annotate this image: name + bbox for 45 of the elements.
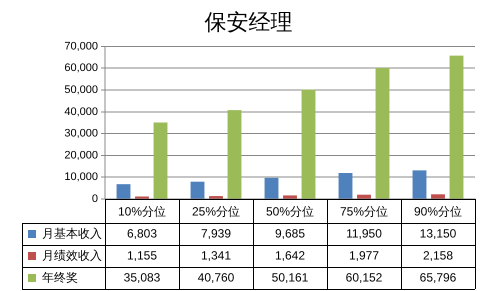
bar [338, 172, 352, 198]
y-tick-label: 40,000 [64, 106, 98, 118]
bar [190, 182, 204, 198]
bar [154, 122, 168, 198]
x-tick-label: 75%分位 [340, 204, 388, 219]
chart-title: 保安经理 [204, 9, 292, 34]
data-label: 35,083 [124, 270, 161, 284]
data-label: 2,158 [422, 248, 454, 262]
y-tick-label: 20,000 [64, 149, 98, 162]
data-label: 11,950 [346, 226, 382, 240]
bar [412, 170, 426, 198]
bar [450, 56, 464, 198]
bar [283, 195, 297, 198]
y-tick-label: 0 [92, 193, 98, 206]
data-label: 50,161 [272, 270, 309, 284]
bar [228, 110, 242, 198]
bar [116, 184, 130, 198]
data-label: 7,939 [200, 226, 232, 240]
bar [431, 194, 445, 198]
bar [376, 68, 390, 198]
data-label: 1,155 [126, 248, 158, 262]
x-tick-label: 50%分位 [266, 204, 314, 219]
data-label: 60,152 [346, 270, 383, 284]
data-label: 40,760 [198, 270, 235, 284]
x-tick-label: 90%分位 [414, 204, 462, 219]
legend-label: 月基本收入 [42, 226, 102, 240]
y-tick-label: 10,000 [64, 171, 98, 184]
y-tick-label: 50,000 [64, 84, 98, 96]
legend-label: 月绩效收入 [42, 248, 102, 262]
legend-label: 年终奖 [42, 270, 78, 284]
data-label: 1,341 [200, 248, 232, 262]
data-label: 9,685 [274, 226, 306, 240]
bar [357, 194, 371, 198]
bar [302, 90, 316, 198]
y-tick-label: 60,000 [64, 62, 98, 74]
y-tick-label: 30,000 [64, 128, 98, 140]
data-label: 1,642 [274, 248, 306, 262]
x-tick-label: 25%分位 [192, 204, 240, 219]
bar [264, 178, 278, 198]
data-label: 6,803 [126, 226, 158, 240]
y-tick-label: 70,000 [64, 40, 98, 52]
x-tick-label: 10%分位 [118, 204, 166, 219]
data-label: 1,977 [348, 248, 380, 262]
data-label: 13,150 [420, 226, 457, 240]
data-label: 65,796 [420, 270, 457, 284]
